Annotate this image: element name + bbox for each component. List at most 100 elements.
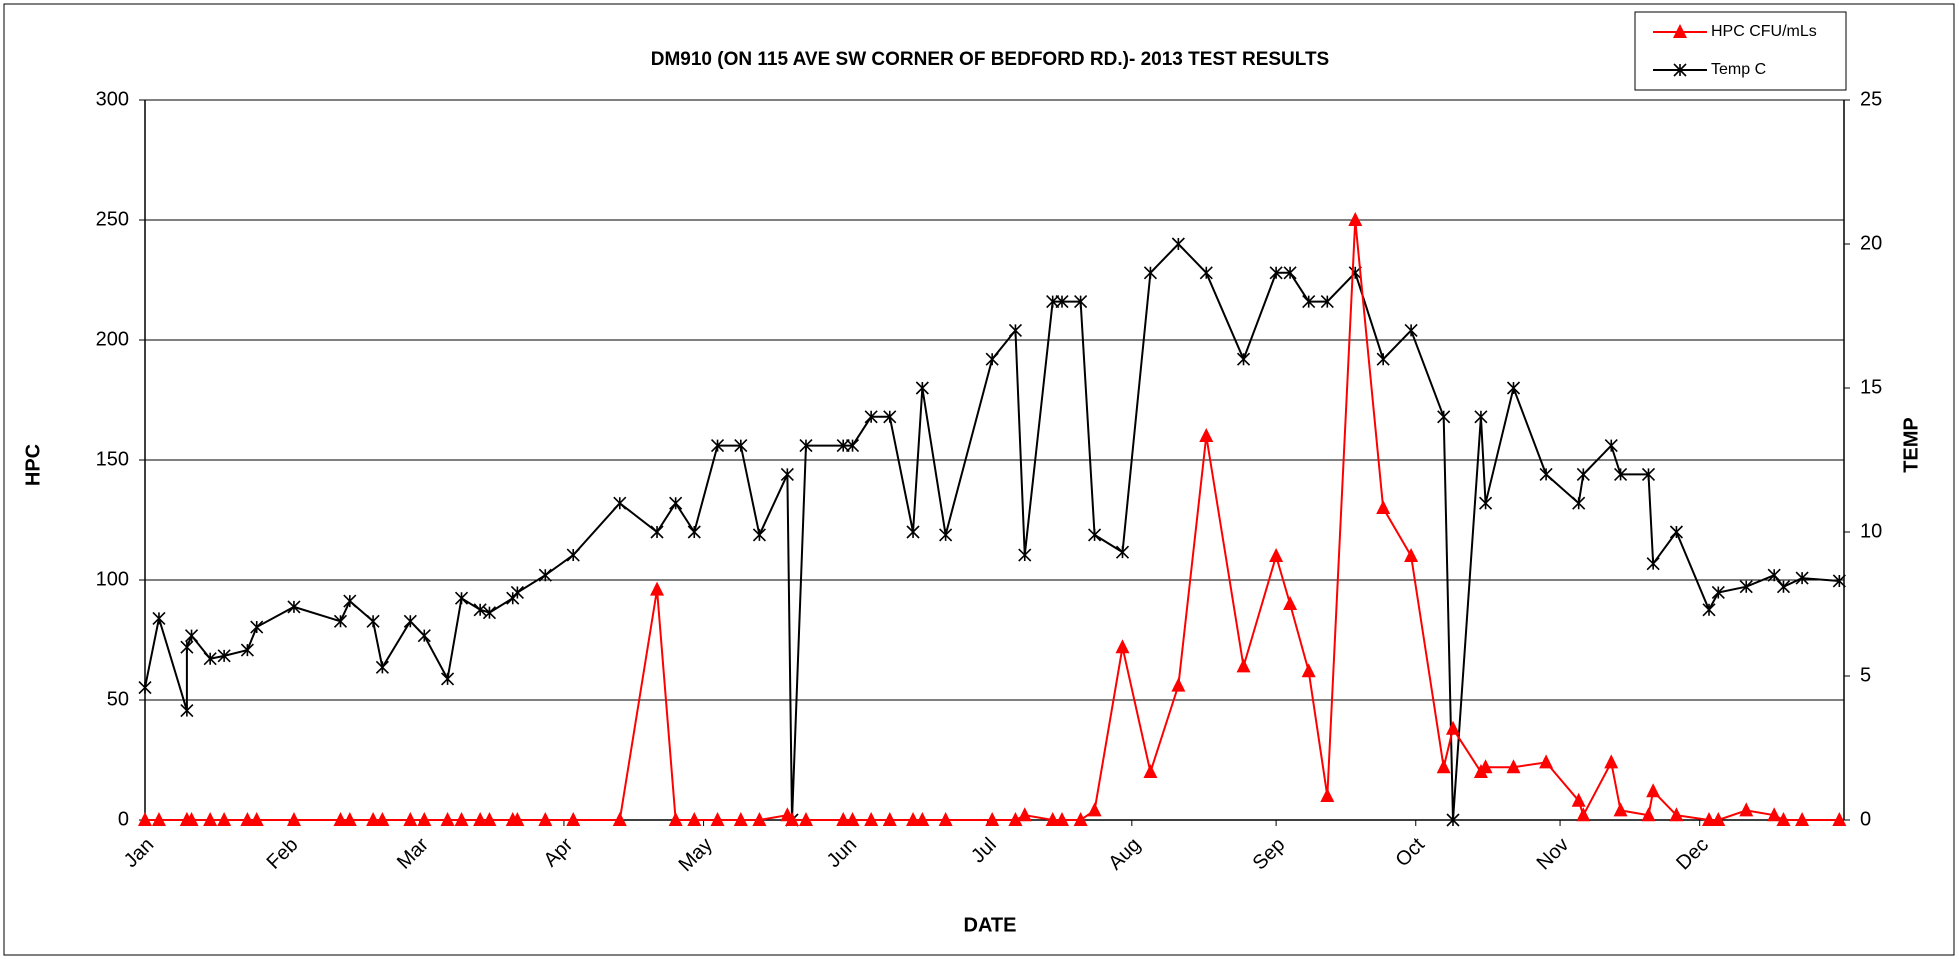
data-point xyxy=(180,703,194,718)
data-point xyxy=(1301,663,1316,678)
data-point xyxy=(403,614,417,628)
data-point xyxy=(668,812,683,826)
x-axis-label: DATE xyxy=(964,914,1017,936)
data-point xyxy=(1669,807,1684,822)
data-point xyxy=(710,439,725,453)
data-point xyxy=(240,812,255,826)
data-point xyxy=(906,525,920,539)
data-point xyxy=(184,812,199,826)
data-point xyxy=(883,410,897,424)
data-point xyxy=(882,812,897,826)
data-point xyxy=(938,812,953,826)
data-point xyxy=(375,812,390,826)
data-point xyxy=(612,812,627,826)
data-point xyxy=(836,812,851,826)
y-axis-label: HPC xyxy=(22,444,44,486)
data-point xyxy=(798,812,813,826)
data-point xyxy=(1236,352,1251,366)
data-point xyxy=(1320,788,1335,802)
chart-border xyxy=(3,3,1955,956)
data-point xyxy=(1539,467,1553,481)
data-point xyxy=(1008,323,1023,337)
y-tick-label: 0 xyxy=(118,808,129,830)
data-point xyxy=(915,812,930,826)
data-point xyxy=(985,812,1000,826)
data-point xyxy=(538,568,552,582)
data-point xyxy=(1795,571,1809,585)
data-point xyxy=(1506,381,1521,395)
data-point xyxy=(440,672,455,686)
data-point xyxy=(184,629,199,643)
data-point xyxy=(1376,352,1390,366)
data-point xyxy=(217,649,231,663)
data-point xyxy=(510,585,524,600)
data-point xyxy=(440,812,455,826)
data-point xyxy=(1641,807,1656,822)
data-point xyxy=(366,614,380,628)
data-point xyxy=(1613,802,1628,817)
data-point xyxy=(249,812,264,826)
legend-label: Temp C xyxy=(1711,61,1766,78)
data-point xyxy=(1236,658,1251,673)
data-point xyxy=(1539,754,1554,769)
y2-tick-label: 15 xyxy=(1860,376,1882,398)
data-point xyxy=(1604,439,1618,453)
data-point xyxy=(287,600,301,614)
data-point xyxy=(1446,813,1460,827)
data-point xyxy=(1776,580,1791,594)
data-point xyxy=(1008,812,1023,826)
y2-axis-label: TEMP xyxy=(1900,417,1922,473)
data-point xyxy=(1348,212,1363,226)
data-point xyxy=(403,812,418,826)
chart-title: DM910 (ON 115 AVE SW CORNER OF BEDFORD R… xyxy=(651,49,1329,70)
data-point xyxy=(1711,585,1725,600)
data-point xyxy=(510,812,525,826)
data-point xyxy=(1269,548,1284,562)
data-point xyxy=(1054,812,1069,826)
legend-box xyxy=(1634,11,1847,91)
data-point xyxy=(985,352,999,366)
data-point xyxy=(1115,639,1130,654)
y-tick-label: 150 xyxy=(96,448,129,470)
data-point xyxy=(1702,812,1717,826)
data-point xyxy=(836,439,850,453)
data-point xyxy=(650,581,665,596)
y2-tick-label: 20 xyxy=(1860,232,1882,254)
data-point xyxy=(203,652,217,666)
data-point xyxy=(1199,266,1213,280)
data-point xyxy=(1115,545,1130,559)
data-point xyxy=(906,812,921,826)
data-point xyxy=(1478,759,1493,774)
data-point xyxy=(650,525,664,539)
data-point xyxy=(286,812,301,826)
data-point xyxy=(845,439,860,453)
data-point xyxy=(1269,266,1283,280)
data-point xyxy=(566,812,581,826)
y2-tick-label: 10 xyxy=(1860,520,1882,542)
data-point xyxy=(473,603,487,617)
y-tick-label: 200 xyxy=(96,328,129,350)
data-point xyxy=(752,812,767,826)
data-point xyxy=(687,525,701,539)
data-point xyxy=(1474,410,1488,424)
data-point xyxy=(1283,596,1298,610)
data-point xyxy=(1143,764,1158,778)
data-point xyxy=(454,812,469,826)
data-point xyxy=(417,812,432,826)
data-point xyxy=(1283,266,1297,280)
data-point xyxy=(1641,467,1656,481)
data-point xyxy=(1739,802,1754,817)
data-point xyxy=(752,528,766,542)
data-point xyxy=(1376,500,1391,514)
data-point xyxy=(1576,467,1590,481)
y-tick-label: 50 xyxy=(107,688,129,710)
legend-marker xyxy=(1673,63,1687,77)
data-point xyxy=(864,410,878,424)
data-point xyxy=(669,496,683,510)
data-point xyxy=(240,643,254,657)
data-point xyxy=(473,812,488,826)
data-point xyxy=(864,812,879,826)
data-point xyxy=(1046,295,1060,309)
data-point xyxy=(1776,812,1791,826)
data-point xyxy=(138,680,152,695)
